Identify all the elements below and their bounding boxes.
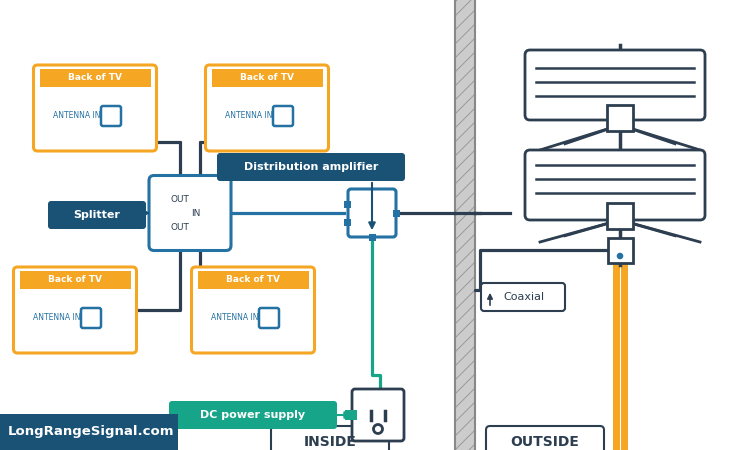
Text: OUTSIDE: OUTSIDE (511, 435, 580, 449)
Text: ANTENNA IN: ANTENNA IN (33, 314, 81, 323)
FancyBboxPatch shape (481, 283, 565, 311)
Bar (345, 410, 357, 420)
Bar (455, 0, 475, 450)
Bar (0, 414, 178, 450)
Ellipse shape (61, 327, 89, 336)
Ellipse shape (239, 327, 267, 336)
Text: OUT: OUT (170, 222, 190, 231)
FancyBboxPatch shape (259, 308, 279, 328)
Ellipse shape (253, 125, 281, 134)
Text: IN: IN (191, 208, 201, 217)
FancyBboxPatch shape (206, 65, 328, 151)
FancyBboxPatch shape (607, 105, 633, 131)
FancyBboxPatch shape (48, 201, 146, 229)
Text: Back of TV: Back of TV (226, 275, 280, 284)
FancyBboxPatch shape (101, 106, 121, 126)
Circle shape (616, 252, 624, 260)
Bar (368, 234, 376, 241)
Bar (211, 69, 322, 87)
Text: DC power supply: DC power supply (200, 410, 305, 420)
FancyBboxPatch shape (525, 150, 705, 220)
FancyBboxPatch shape (608, 238, 632, 262)
FancyBboxPatch shape (217, 153, 405, 181)
Text: ANTENNA IN: ANTENNA IN (211, 314, 259, 323)
Bar (20, 271, 130, 289)
FancyBboxPatch shape (525, 50, 705, 120)
Text: Back of TV: Back of TV (240, 73, 294, 82)
FancyBboxPatch shape (348, 189, 396, 237)
Bar (40, 69, 151, 87)
FancyBboxPatch shape (34, 65, 157, 151)
Text: Coaxial: Coaxial (503, 292, 544, 302)
Ellipse shape (81, 125, 109, 134)
Text: INSIDE: INSIDE (304, 435, 356, 449)
Text: OUT: OUT (170, 194, 190, 203)
Text: ANTENNA IN: ANTENNA IN (225, 112, 273, 121)
FancyBboxPatch shape (13, 267, 136, 353)
Text: Splitter: Splitter (74, 210, 121, 220)
Text: Back of TV: Back of TV (68, 73, 122, 82)
FancyBboxPatch shape (607, 203, 633, 229)
FancyBboxPatch shape (273, 106, 293, 126)
FancyBboxPatch shape (81, 308, 101, 328)
Bar (393, 210, 400, 216)
FancyBboxPatch shape (149, 176, 231, 251)
Text: LongRangeSignal.com: LongRangeSignal.com (8, 426, 175, 438)
Bar (197, 271, 308, 289)
Text: Distribution amplifier: Distribution amplifier (244, 162, 378, 172)
Circle shape (374, 424, 382, 433)
Text: Back of TV: Back of TV (48, 275, 102, 284)
Bar (344, 219, 351, 225)
FancyBboxPatch shape (486, 426, 604, 450)
Text: ANTENNA IN: ANTENNA IN (53, 112, 100, 121)
FancyBboxPatch shape (169, 401, 337, 429)
FancyBboxPatch shape (191, 267, 314, 353)
FancyBboxPatch shape (352, 389, 404, 441)
Bar (344, 201, 351, 207)
FancyBboxPatch shape (271, 426, 389, 450)
